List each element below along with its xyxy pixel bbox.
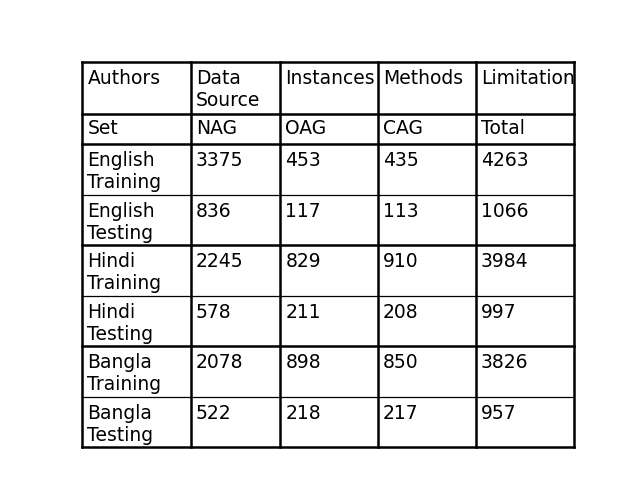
Text: 113: 113 (383, 202, 419, 221)
Text: Total: Total (481, 119, 525, 138)
Text: 435: 435 (383, 151, 419, 170)
Text: Authors: Authors (88, 70, 161, 88)
Text: 3826: 3826 (481, 353, 528, 371)
Text: Limitation: Limitation (481, 70, 575, 88)
Text: Bangla
Testing: Bangla Testing (88, 404, 154, 445)
Text: 117: 117 (285, 202, 321, 221)
Text: OAG: OAG (285, 119, 326, 138)
Text: Data
Source: Data Source (196, 70, 260, 110)
Text: 898: 898 (285, 353, 321, 371)
Text: 957: 957 (481, 404, 516, 423)
Text: 522: 522 (196, 404, 231, 423)
Text: Hindi
Testing: Hindi Testing (88, 303, 154, 344)
Text: 217: 217 (383, 404, 419, 423)
Text: 578: 578 (196, 303, 231, 322)
Text: 1066: 1066 (481, 202, 528, 221)
Text: English
Training: English Training (88, 151, 161, 192)
Text: English
Testing: English Testing (88, 202, 155, 243)
Text: 997: 997 (481, 303, 516, 322)
Text: Hindi
Training: Hindi Training (88, 252, 161, 293)
Text: 218: 218 (285, 404, 321, 423)
Text: 836: 836 (196, 202, 231, 221)
Text: 2078: 2078 (196, 353, 243, 371)
Text: 3984: 3984 (481, 252, 529, 271)
Text: 453: 453 (285, 151, 321, 170)
Text: Bangla
Training: Bangla Training (88, 353, 161, 394)
Text: 850: 850 (383, 353, 419, 371)
Text: CAG: CAG (383, 119, 423, 138)
Text: 4263: 4263 (481, 151, 529, 170)
Text: 211: 211 (285, 303, 321, 322)
Text: Methods: Methods (383, 70, 463, 88)
Text: 910: 910 (383, 252, 419, 271)
Text: Set: Set (88, 119, 118, 138)
Text: 2245: 2245 (196, 252, 243, 271)
Text: 829: 829 (285, 252, 321, 271)
Text: 208: 208 (383, 303, 419, 322)
Text: Instances: Instances (285, 70, 375, 88)
Text: 3375: 3375 (196, 151, 243, 170)
Text: NAG: NAG (196, 119, 237, 138)
